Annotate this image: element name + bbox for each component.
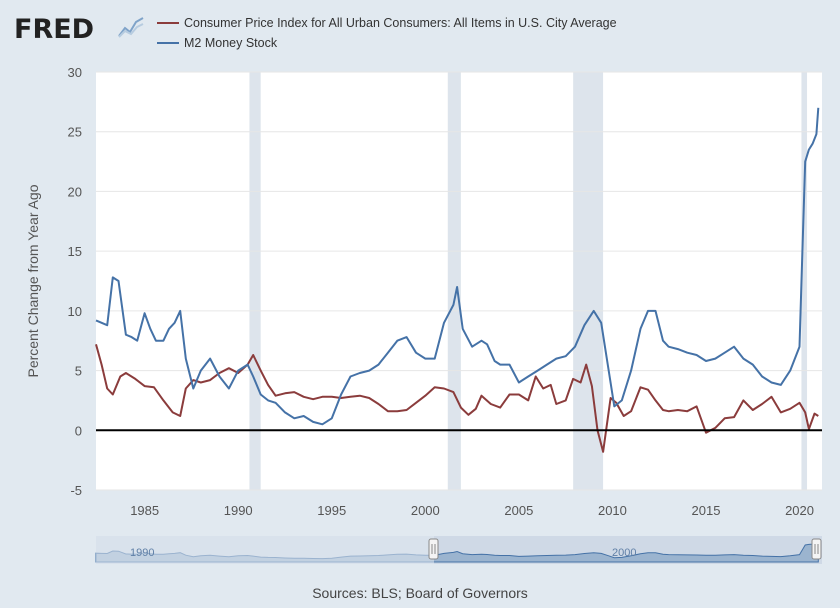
fred-graph-icon [118,14,144,38]
series-line-m2 [95,107,820,426]
y-tick-label: 0 [75,423,82,438]
navigator-mask [96,536,434,564]
fred-logo[interactable]: FRED [14,14,94,45]
x-tick-label: 2010 [598,503,627,518]
recession-bands [249,72,808,490]
y-tick-label: 5 [75,364,82,379]
y-tick-label: 10 [68,304,82,319]
navigator-handle-left[interactable] [428,538,439,560]
recession-band-0 [249,72,261,490]
navigator[interactable]: 1990 2000 [95,536,822,564]
y-axis-title: Percent Change from Year Ago [25,184,41,377]
y-tick-label: 25 [68,125,82,140]
navigator-label-1990: 1990 [130,547,154,559]
x-tick-label: 1985 [130,503,159,518]
legend-label-cpi: Consumer Price Index for All Urban Consu… [184,16,617,30]
y-axis: -5 0 5 10 15 20 25 30 [68,65,82,498]
y-tick-label: 30 [68,65,82,80]
recession-band-2 [573,72,604,490]
recession-band-1 [447,72,461,490]
y-tick-label: 15 [68,244,82,259]
x-tick-label: 2015 [692,503,721,518]
series-lines [95,107,820,453]
source-note: Sources: BLS; Board of Governors [312,585,528,601]
y-tick-label: 20 [68,184,82,199]
legend: Consumer Price Index for All Urban Consu… [157,16,617,50]
navigator-handle-right[interactable] [811,538,822,560]
x-tick-label: 2020 [785,503,814,518]
x-axis: 1985 1990 1995 2000 2005 2010 2015 2020 [130,503,814,518]
navigator-label-2000: 2000 [612,547,636,559]
y-tick-label: -5 [70,483,82,498]
legend-label-m2: M2 Money Stock [184,36,278,50]
recession-band-3 [801,72,808,490]
x-tick-label: 1995 [317,503,346,518]
series-line-cpi [95,344,819,453]
x-tick-label: 2005 [504,503,533,518]
header: FRED Consumer Price Index for All Urban … [14,14,617,50]
x-tick-label: 2000 [411,503,440,518]
x-tick-label: 1990 [224,503,253,518]
